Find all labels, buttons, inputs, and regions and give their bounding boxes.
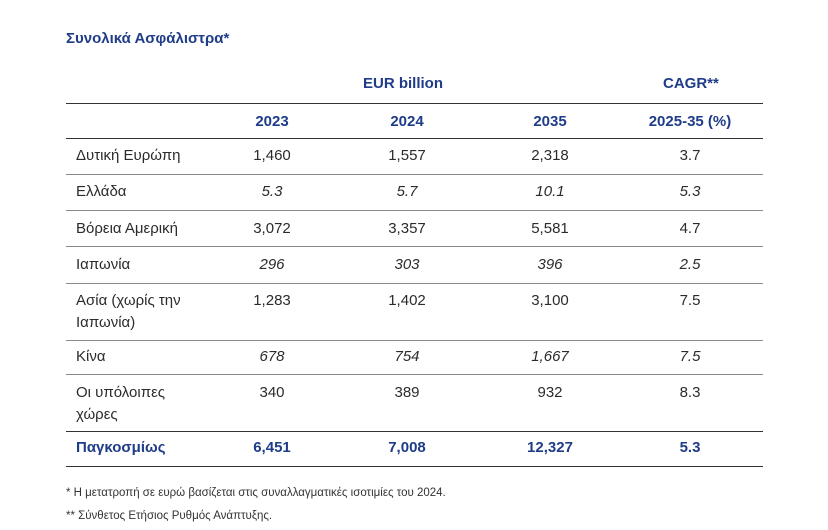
row-divider [66, 246, 763, 247]
cell-2023: 1,460 [253, 147, 291, 164]
total-2035: 12,327 [527, 439, 573, 456]
total-2024: 7,008 [388, 439, 426, 456]
cell-2024: 1,402 [388, 292, 426, 309]
group-header-eur: EUR billion [363, 75, 443, 92]
column-header-2023: 2023 [255, 113, 289, 130]
cell-cagr: 3.7 [679, 147, 701, 164]
row-divider [66, 283, 763, 284]
row-label: Βόρεια Αμερική [76, 220, 178, 237]
footnote-conversion: * Η μετατροπή σε ευρώ βασίζεται στις συν… [66, 487, 446, 499]
cell-2023: 296 [259, 256, 285, 273]
row-label: Δυτική Ευρώπη [76, 147, 181, 164]
cell-2035: 3,100 [531, 292, 569, 309]
cell-cagr: 8.3 [679, 384, 701, 401]
row-divider [66, 210, 763, 211]
total-cagr: 5.3 [679, 439, 701, 456]
cell-cagr: 5.3 [679, 183, 701, 200]
column-header-2024: 2024 [390, 113, 424, 130]
column-header-cagr: 2025-35 (%) [648, 113, 732, 130]
total-rule [66, 431, 763, 432]
cell-2035: 932 [537, 384, 563, 401]
cell-cagr: 2.5 [679, 256, 701, 273]
cell-cagr: 4.7 [679, 220, 701, 237]
cell-2023: 1,283 [253, 292, 291, 309]
top-rule [66, 103, 763, 104]
row-label: Ιαπωνία [76, 256, 131, 273]
row-divider [66, 374, 763, 375]
cell-cagr: 7.5 [679, 292, 701, 309]
cell-2023: 3,072 [253, 220, 291, 237]
row-divider [66, 174, 763, 175]
cell-2024: 389 [394, 384, 420, 401]
cell-2023: 678 [259, 348, 285, 365]
cell-2024: 5.7 [396, 183, 418, 200]
cell-2035: 1,667 [531, 348, 569, 365]
column-header-2035: 2035 [533, 113, 567, 130]
cell-2024: 1,557 [388, 147, 426, 164]
total-label: Παγκοσμίως [76, 439, 166, 456]
cell-2035: 5,581 [531, 220, 569, 237]
cell-2035: 10.1 [535, 183, 565, 200]
footnote-cagr: ** Σύνθετος Ετήσιος Ρυθμός Ανάπτυξης. [66, 510, 273, 522]
row-label: Ασία (χωρίς την Ιαπωνία) [76, 292, 181, 331]
row-label: Οι υπόλοιπες χώρες [76, 384, 165, 423]
group-header-cagr: CAGR** [663, 75, 719, 92]
cell-2023: 340 [259, 384, 285, 401]
cell-2024: 3,357 [388, 220, 426, 237]
cell-2035: 396 [537, 256, 563, 273]
row-divider [66, 340, 763, 341]
row-label: Κίνα [76, 348, 106, 365]
cell-2035: 2,318 [531, 147, 569, 164]
header-rule [66, 138, 763, 139]
bottom-rule [66, 466, 763, 467]
cell-2024: 303 [394, 256, 420, 273]
table-title: Συνολικά Ασφάλιστρα* [66, 30, 230, 47]
cell-2024: 754 [394, 348, 420, 365]
cell-cagr: 7.5 [679, 348, 701, 365]
row-label: Ελλάδα [76, 183, 127, 200]
cell-2023: 5.3 [261, 183, 283, 200]
total-2023: 6,451 [253, 439, 291, 456]
